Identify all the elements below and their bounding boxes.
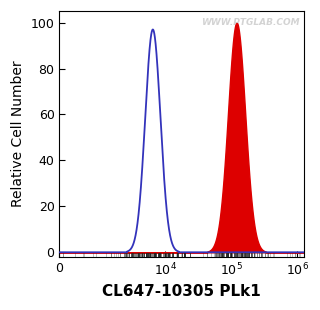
Text: WWW.PTGLAB.COM: WWW.PTGLAB.COM	[201, 19, 300, 28]
Y-axis label: Relative Cell Number: Relative Cell Number	[11, 61, 25, 207]
X-axis label: CL647-10305 PLk1: CL647-10305 PLk1	[102, 284, 261, 299]
